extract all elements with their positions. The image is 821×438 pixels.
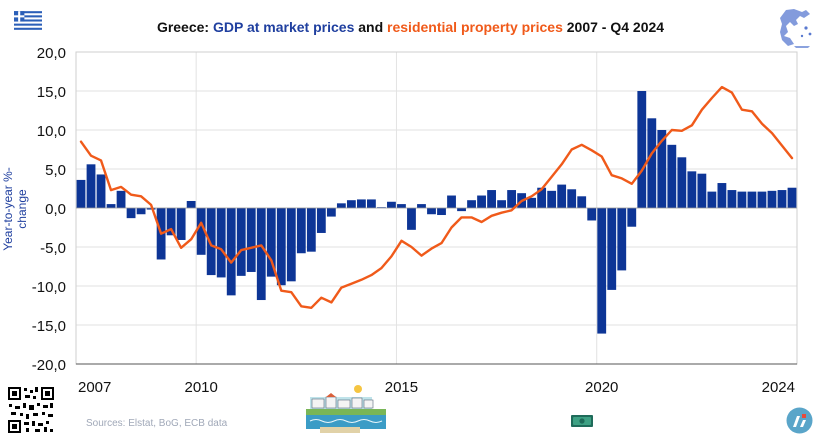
gdp-bar xyxy=(697,173,707,208)
title-suffix: 2007 - Q4 2024 xyxy=(562,19,665,35)
gdp-bar xyxy=(356,199,366,208)
gdp-bar xyxy=(637,91,647,208)
gdp-bar xyxy=(757,191,767,208)
gdp-bar xyxy=(467,200,476,208)
gdp-bar xyxy=(627,208,637,227)
gdp-bar xyxy=(417,204,426,208)
gdp-bar xyxy=(657,130,667,208)
qr-code-icon xyxy=(7,386,55,434)
gdp-bar xyxy=(547,190,557,208)
title-prefix: Greece: xyxy=(156,19,213,35)
gdp-bar xyxy=(397,204,406,208)
gdp-bar xyxy=(477,195,486,208)
gdp-bar xyxy=(407,208,416,230)
gdp-bar xyxy=(146,208,156,210)
gdp-bar xyxy=(617,208,627,271)
gdp-bar xyxy=(647,118,657,208)
gdp-bar xyxy=(527,197,537,208)
x-tick-label: 2007 xyxy=(78,379,111,396)
gdp-bar xyxy=(166,208,176,236)
title-gdp: GDP at market prices xyxy=(212,19,355,35)
x-tick-label: 2010 xyxy=(184,379,217,396)
gdp-bar xyxy=(507,190,517,208)
gdp-bar xyxy=(246,208,256,272)
gdp-bar xyxy=(326,208,336,217)
gdp-bar xyxy=(106,204,116,208)
gdp-bar xyxy=(577,196,587,208)
y-tick-label: -15,0 xyxy=(32,318,66,335)
x-tick-label: 2015 xyxy=(385,379,418,396)
gdp-bar xyxy=(747,191,757,208)
y-tick-label: -20,0 xyxy=(32,357,66,374)
y-tick-label: 0,0 xyxy=(45,201,66,218)
gdp-bar xyxy=(737,191,747,208)
gdp-bar xyxy=(427,208,436,215)
gdp-bar xyxy=(176,208,186,240)
gdp-bar xyxy=(116,190,126,208)
gdp-bar xyxy=(306,208,316,252)
title-residential: residential property prices xyxy=(387,19,563,35)
gdp-bar xyxy=(707,191,717,208)
gdp-bar xyxy=(457,208,466,212)
y-tick-label: 5,0 xyxy=(45,162,66,179)
seaside-town-illustration xyxy=(306,385,386,433)
gdp-bar xyxy=(346,200,356,208)
gdp-bar xyxy=(367,199,376,208)
banknote-icon xyxy=(571,415,593,427)
gdp-bar xyxy=(206,208,216,276)
gdp-bar xyxy=(216,208,226,278)
gdp-bar xyxy=(557,184,567,208)
gdp-bar xyxy=(667,144,677,208)
gdp-bar xyxy=(767,190,777,208)
gdp-bar xyxy=(447,195,456,208)
gdp-bar xyxy=(437,208,446,216)
gdp-bar xyxy=(256,208,266,301)
gdp-bar xyxy=(226,208,236,296)
y-tick-label: -5,0 xyxy=(40,240,66,257)
x-tick-label: 2024 xyxy=(762,379,795,396)
gdp-bar xyxy=(76,179,86,208)
gdp-bar xyxy=(96,174,106,208)
y-tick-label: 10,0 xyxy=(37,123,66,140)
gdp-bar xyxy=(497,200,506,208)
gdp-bar xyxy=(717,183,727,208)
gdp-bar xyxy=(387,201,396,208)
title-middle: and xyxy=(354,19,388,35)
x-tick-label: 2020 xyxy=(585,379,618,396)
gdp-bar xyxy=(286,208,296,282)
gdp-bar xyxy=(196,208,206,255)
gdp-bar xyxy=(186,200,196,208)
gdp-bar xyxy=(777,190,787,208)
gdp-bar xyxy=(687,171,697,208)
greek-flag-icon xyxy=(14,11,42,30)
property-price-line xyxy=(79,85,794,309)
gdp-bar xyxy=(266,208,276,277)
gdp-bar xyxy=(787,187,797,208)
y-tick-label: -10,0 xyxy=(32,279,66,296)
chart-title: Greece: GDP at market prices and residen… xyxy=(0,19,821,35)
gdp-bar xyxy=(86,164,96,208)
gdp-bar xyxy=(276,208,286,286)
greece-map-icon xyxy=(780,9,812,48)
gdp-bar xyxy=(597,208,607,334)
y-tick-label: 15,0 xyxy=(37,84,66,101)
gdp-bar xyxy=(677,157,687,208)
gdp-bar xyxy=(487,190,496,208)
gdp-bar xyxy=(727,190,737,208)
gdp-bar xyxy=(316,208,326,233)
gdp-bar xyxy=(126,208,136,219)
gdp-bar xyxy=(567,189,577,208)
y-tick-label: 20,0 xyxy=(37,45,66,62)
source-note: Sources: Elstat, BoG, ECB data xyxy=(86,418,228,429)
gdp-bar xyxy=(607,208,617,290)
gdp-bar xyxy=(587,208,597,221)
gdp-bar xyxy=(537,187,547,208)
gdp-bar xyxy=(296,208,306,254)
gdp-bar xyxy=(336,203,346,208)
gdp-bar xyxy=(236,208,246,276)
brand-logo-icon xyxy=(786,407,813,434)
gdp-bar xyxy=(136,208,146,215)
